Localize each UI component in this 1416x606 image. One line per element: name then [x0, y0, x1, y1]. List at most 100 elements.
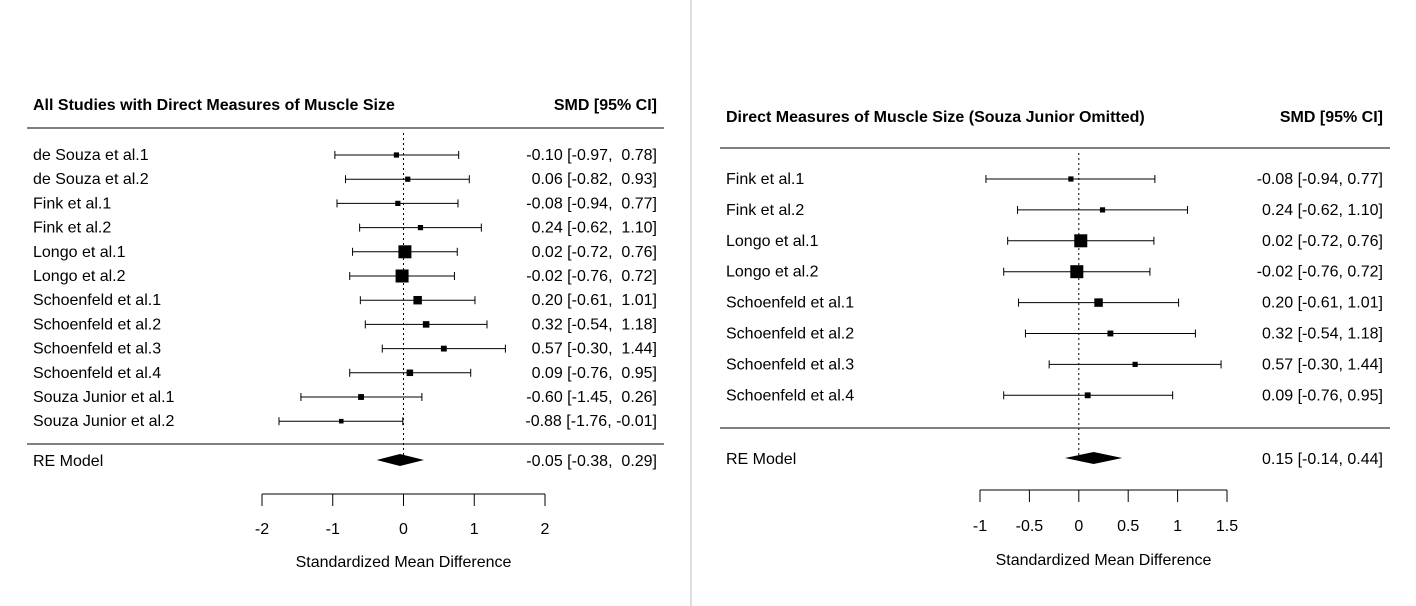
study-label: de Souza et al.2 — [33, 171, 149, 188]
study-estimate-text: 0.57 [-0.30, 1.44] — [1262, 356, 1383, 373]
study-estimate-text: 0.06 [-0.82, 0.93] — [532, 171, 657, 188]
study-row: de Souza et al.1 -0.10 [-0.97, 0.78] — [33, 147, 657, 164]
study-estimate-text: 0.09 [-0.76, 0.95] — [1262, 387, 1383, 404]
study-row: Souza Junior et al.1 -0.60 [-1.45, 0.26] — [33, 389, 657, 406]
study-estimate-text: 0.57 [-0.30, 1.44] — [532, 341, 657, 358]
point-estimate-square — [1084, 392, 1091, 399]
study-label: Fink et al.1 — [33, 195, 111, 212]
study-estimate-text: -0.02 [-0.76, 0.72] — [1257, 264, 1383, 281]
x-tick-label: 0.5 — [1117, 518, 1139, 535]
x-axis-label: Standardized Mean Difference — [996, 552, 1212, 569]
x-tick-label: -1 — [973, 518, 987, 535]
study-row: Schoenfeld et al.3 0.57 [-0.30, 1.44] — [726, 356, 1383, 373]
study-estimate-text: 0.24 [-0.62, 1.10] — [532, 220, 657, 237]
plot-title: Direct Measures of Muscle Size (Souza Ju… — [726, 109, 1145, 126]
point-estimate-square — [440, 345, 447, 352]
study-label: Schoenfeld et al.4 — [726, 387, 854, 404]
study-label: Longo et al.2 — [726, 264, 819, 281]
point-estimate-square — [1074, 234, 1088, 248]
point-estimate-square — [417, 225, 424, 231]
study-estimate-text: -0.88 [-1.76, -0.01] — [525, 413, 657, 430]
plot-title: All Studies with Direct Measures of Musc… — [33, 97, 395, 114]
value-column-header: SMD [95% CI] — [1280, 109, 1383, 126]
study-label: Schoenfeld et al.2 — [33, 316, 161, 333]
study-estimate-text: 0.20 [-0.61, 1.01] — [532, 292, 657, 309]
point-estimate-square — [1099, 207, 1106, 213]
study-row: Fink et al.2 0.24 [-0.62, 1.10] — [726, 202, 1383, 219]
point-estimate-square — [395, 200, 401, 206]
study-label: Schoenfeld et al.4 — [33, 365, 161, 382]
study-estimate-text: -0.08 [-0.94, 0.77] — [526, 195, 657, 212]
point-estimate-square — [338, 418, 344, 424]
point-estimate-square — [405, 176, 411, 182]
summary-label: RE Model — [726, 451, 796, 468]
x-tick-label: 0 — [399, 521, 408, 538]
forest-plot-2: Direct Measures of Muscle Size (Souza Ju… — [720, 109, 1390, 569]
study-label: Schoenfeld et al.1 — [726, 295, 854, 312]
study-estimate-text: 0.32 [-0.54, 1.18] — [532, 316, 657, 333]
point-estimate-square — [1068, 176, 1074, 182]
study-row: Fink et al.1 -0.08 [-0.94, 0.77] — [33, 195, 657, 212]
summary-diamond — [1064, 452, 1123, 464]
x-axis-label: Standardized Mean Difference — [296, 554, 512, 571]
study-estimate-text: 0.02 [-0.72, 0.76] — [532, 244, 657, 261]
study-row: de Souza et al.2 0.06 [-0.82, 0.93] — [33, 171, 657, 188]
x-tick-label: 2 — [541, 521, 550, 538]
study-label: Longo et al.1 — [726, 233, 819, 250]
x-tick-label: 1 — [470, 521, 479, 538]
point-estimate-square — [358, 394, 364, 400]
study-row: Schoenfeld et al.2 0.32 [-0.54, 1.18] — [33, 316, 657, 333]
x-tick-label: -2 — [255, 521, 269, 538]
study-row: Longo et al.1 0.02 [-0.72, 0.76] — [726, 233, 1383, 250]
study-row: Longo et al.2 -0.02 [-0.76, 0.72] — [726, 264, 1383, 281]
point-estimate-square — [1107, 330, 1114, 337]
point-estimate-square — [393, 152, 400, 158]
study-label: Fink et al.2 — [33, 220, 111, 237]
point-estimate-square — [422, 321, 430, 328]
x-tick-label: -0.5 — [1016, 518, 1044, 535]
x-tick-label: 1.5 — [1216, 518, 1238, 535]
study-row: Fink et al.2 0.24 [-0.62, 1.10] — [33, 220, 657, 237]
point-estimate-square — [395, 269, 409, 283]
study-estimate-text: 0.24 [-0.62, 1.10] — [1262, 202, 1383, 219]
study-label: Longo et al.1 — [33, 244, 126, 261]
study-row: Schoenfeld et al.1 0.20 [-0.61, 1.01] — [33, 292, 657, 309]
x-tick-label: 1 — [1173, 518, 1182, 535]
study-row: Schoenfeld et al.2 0.32 [-0.54, 1.18] — [726, 326, 1383, 343]
study-label: Longo et al.2 — [33, 268, 126, 285]
point-estimate-square — [1094, 298, 1103, 307]
summary-row: RE Model -0.05 [-0.38, 0.29] — [33, 453, 657, 470]
study-label: Souza Junior et al.2 — [33, 413, 175, 430]
study-label: de Souza et al.1 — [33, 147, 149, 164]
study-estimate-text: -0.08 [-0.94, 0.77] — [1257, 171, 1383, 188]
point-estimate-square — [398, 245, 412, 259]
summary-row: RE Model 0.15 [-0.14, 0.44] — [726, 451, 1383, 468]
study-estimate-text: -0.60 [-1.45, 0.26] — [526, 389, 657, 406]
point-estimate-square — [1132, 361, 1138, 367]
x-axis: -2 -1 0 1 2 Standardized Mean Difference — [255, 493, 550, 571]
point-estimate-square — [406, 369, 414, 377]
study-label: Schoenfeld et al.1 — [33, 292, 161, 309]
summary-diamond — [376, 454, 425, 466]
study-estimate-text: 0.09 [-0.76, 0.95] — [532, 365, 657, 382]
study-row: Fink et al.1 -0.08 [-0.94, 0.77] — [726, 171, 1383, 188]
study-label: Schoenfeld et al.3 — [726, 356, 854, 373]
study-row: Schoenfeld et al.3 0.57 [-0.30, 1.44] — [33, 341, 657, 358]
study-label: Schoenfeld et al.3 — [33, 341, 161, 358]
study-estimate-text: 0.02 [-0.72, 0.76] — [1262, 233, 1383, 250]
study-row: Schoenfeld et al.1 0.20 [-0.61, 1.01] — [726, 295, 1383, 312]
study-estimate-text: -0.10 [-0.97, 0.78] — [526, 147, 657, 164]
study-row: Souza Junior et al.2 -0.88 [-1.76, -0.01] — [33, 413, 657, 430]
summary-estimate-text: 0.15 [-0.14, 0.44] — [1262, 451, 1383, 468]
study-label: Schoenfeld et al.2 — [726, 326, 854, 343]
point-estimate-square — [1070, 265, 1084, 279]
study-label: Fink et al.1 — [726, 171, 804, 188]
study-label: Souza Junior et al.1 — [33, 389, 175, 406]
summary-estimate-text: -0.05 [-0.38, 0.29] — [526, 453, 657, 470]
value-column-header: SMD [95% CI] — [554, 97, 657, 114]
x-tick-label: -1 — [326, 521, 340, 538]
point-estimate-square — [413, 295, 422, 305]
study-estimate-text: 0.20 [-0.61, 1.01] — [1262, 295, 1383, 312]
